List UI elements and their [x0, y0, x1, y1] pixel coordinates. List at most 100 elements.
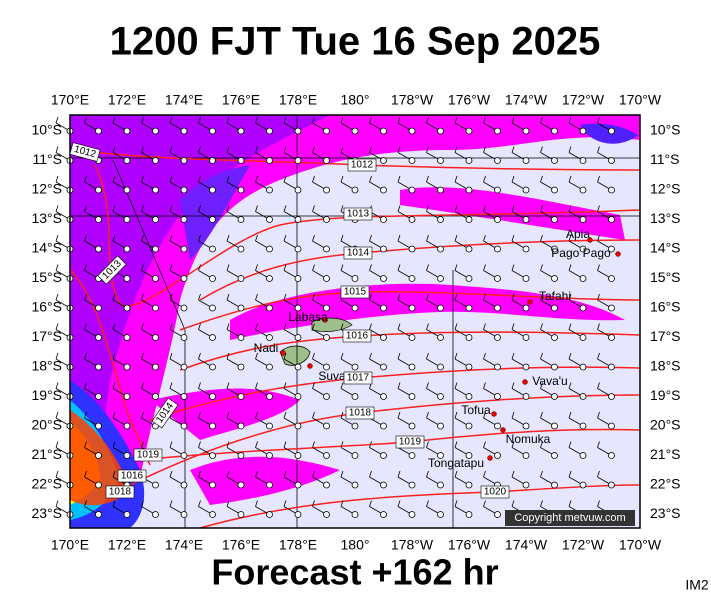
barb-flag — [141, 382, 144, 389]
barb-flag — [312, 411, 315, 419]
barb-flag — [397, 382, 401, 389]
barb-flag — [397, 175, 401, 183]
barb-flag — [55, 411, 59, 419]
barb-station — [437, 481, 444, 489]
barb-flag — [283, 175, 287, 183]
latitude-label: 17°S — [31, 328, 62, 344]
barb-station — [551, 157, 558, 164]
barb-flag — [540, 205, 543, 212]
barb-flag — [369, 234, 372, 242]
fiji-islands — [279, 317, 353, 366]
isobar-label-box — [151, 397, 179, 429]
latitude-label: 22°S — [650, 476, 681, 492]
barb-station — [237, 157, 245, 164]
barb-flag — [454, 500, 458, 507]
barb-flag — [426, 470, 429, 478]
barb-flag — [369, 500, 372, 507]
barb-station — [608, 245, 615, 253]
latitude-label: 12°S — [650, 181, 681, 197]
barb-station — [551, 216, 558, 223]
barb-flag — [340, 352, 344, 360]
barb-flag — [597, 175, 600, 183]
barb-station — [437, 245, 444, 253]
barb-station — [494, 245, 501, 253]
longitude-label: 176°W — [448, 92, 491, 108]
barb-station — [579, 334, 587, 341]
longitude-label: 172°E — [108, 537, 146, 553]
barb-station — [152, 304, 159, 312]
barb-flag — [426, 264, 429, 271]
barb-station — [294, 363, 302, 371]
isobar-label-box — [133, 448, 163, 462]
barb-station — [522, 275, 530, 282]
barb-flag — [141, 323, 144, 330]
barb-flag — [426, 116, 429, 124]
barb-station — [323, 393, 330, 400]
barb-flag — [369, 352, 372, 360]
barb-station — [522, 363, 530, 371]
barb-flag — [283, 470, 287, 478]
barb-flag — [312, 205, 315, 212]
barb-flag — [169, 352, 173, 360]
barb-flag — [483, 205, 486, 212]
barb-flag — [426, 234, 429, 242]
barb-flag — [255, 441, 258, 448]
barb-station — [209, 452, 216, 459]
barb-station — [608, 304, 615, 312]
wind-barbs — [55, 116, 615, 518]
place-marker — [322, 317, 328, 323]
barb-flag — [55, 470, 59, 478]
barb-station — [522, 216, 530, 223]
latitude-label: 11°S — [650, 151, 679, 167]
barb-station — [522, 304, 530, 312]
barb-station — [494, 157, 501, 164]
place-label: Vava'u — [532, 374, 567, 388]
barb-station — [180, 481, 188, 489]
barb-flag — [283, 293, 287, 301]
barb-station — [152, 275, 159, 282]
barb-flag — [226, 352, 230, 360]
barb-flag — [112, 352, 116, 360]
barb-station — [351, 393, 359, 400]
barb-station — [522, 157, 530, 164]
barb-flag — [483, 146, 486, 153]
barb-flag — [169, 441, 173, 448]
barb-flag — [426, 500, 429, 507]
barb-station — [95, 393, 102, 400]
latitude-label: 22°S — [31, 476, 62, 492]
barb-station — [465, 186, 473, 194]
barb-flag — [540, 411, 543, 419]
barb-station — [294, 511, 302, 518]
barb-flag — [55, 234, 59, 242]
barb-station — [380, 452, 387, 459]
barb-station — [608, 452, 615, 459]
barb-flag — [483, 234, 486, 242]
barb-station — [551, 481, 558, 489]
barb-station — [408, 186, 416, 194]
barb-station — [551, 127, 558, 135]
isobar-label: 1013 — [343, 207, 373, 221]
barb-flag — [597, 382, 600, 389]
barb-station — [95, 422, 102, 430]
barb-flag — [112, 323, 116, 330]
isobar-label: 1012 — [347, 158, 377, 172]
isobar-label-box — [343, 207, 373, 221]
barb-station — [380, 334, 387, 341]
place-label: Nadi — [254, 341, 279, 355]
barb-flag — [426, 323, 429, 330]
barb-station — [266, 245, 273, 253]
latitude-label: 19°S — [650, 387, 681, 403]
barb-station — [294, 186, 302, 194]
barb-flag — [141, 175, 144, 183]
barb-station — [209, 481, 216, 489]
barb-flag — [55, 500, 59, 507]
barb-flag — [312, 116, 315, 124]
copyright: Copyright metvuw.com — [514, 512, 625, 524]
barb-flag — [84, 411, 87, 419]
barb-station — [608, 186, 615, 194]
barb-station — [152, 127, 159, 135]
barb-station — [522, 481, 530, 489]
isobar-value: 1012 — [351, 160, 374, 171]
latitude-label: 18°S — [31, 358, 62, 374]
barb-flag — [540, 175, 543, 183]
